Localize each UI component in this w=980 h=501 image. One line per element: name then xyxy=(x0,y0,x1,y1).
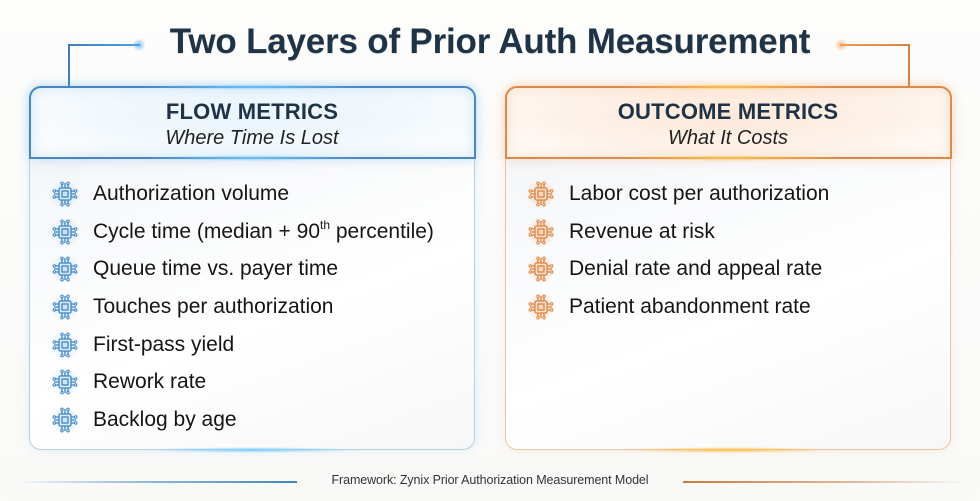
header-glow-bottom xyxy=(142,155,362,161)
chip-icon xyxy=(50,254,80,285)
metric-label-tail: percentile) xyxy=(330,219,434,243)
metric-label: Labor cost per authorization xyxy=(569,181,830,205)
flow-metrics-title: FLOW METRICS xyxy=(165,98,339,124)
metric-label: First-pass yield xyxy=(93,332,235,356)
chip-icon xyxy=(50,216,80,247)
chip-icon xyxy=(50,404,80,435)
list-item: Authorization volume xyxy=(50,175,434,213)
list-item: Backlog by age xyxy=(50,401,434,439)
connector-line-left-vertical xyxy=(68,44,70,87)
panel-glow-bottom xyxy=(618,447,838,453)
chip-icon xyxy=(526,216,556,247)
list-item: First-pass yield xyxy=(50,326,434,364)
page-title: Two Layers of Prior Auth Measurement xyxy=(169,22,811,61)
list-item: Rework rate xyxy=(50,363,434,401)
chip-icon xyxy=(50,178,80,209)
metric-label: Cycle time (median + 90th percentile) xyxy=(93,217,434,244)
connector-line-right xyxy=(834,39,910,51)
flow-metrics-header: FLOW METRICS Where Time Is Lost xyxy=(28,85,476,159)
footer-caption: Framework: Zynix Prior Authorization Mea… xyxy=(331,473,649,487)
list-item: Patient abandonment rate xyxy=(526,288,829,326)
list-item: Touches per authorization xyxy=(50,288,434,326)
outcome-metrics-header: OUTCOME METRICS What It Costs xyxy=(504,85,952,159)
footer: Framework: Zynix Prior Authorization Mea… xyxy=(0,470,980,490)
list-item: Denial rate and appeal rate xyxy=(526,250,829,288)
metric-label: Backlog by age xyxy=(93,407,237,431)
footer-line-right xyxy=(683,481,968,483)
outcome-metrics-subtitle: What It Costs xyxy=(667,126,789,149)
footer-line-left xyxy=(15,481,297,483)
metric-label: Denial rate and appeal rate xyxy=(569,257,823,281)
list-item: Queue time vs. payer time xyxy=(50,250,434,288)
outcome-metrics-title: OUTCOME METRICS xyxy=(617,98,839,124)
list-item: Revenue at risk xyxy=(526,213,829,251)
ordinal-suffix: th xyxy=(320,217,331,232)
outcome-metrics-panel: OUTCOME METRICS What It Costs Labor cost… xyxy=(504,84,952,453)
chip-icon xyxy=(50,329,80,360)
chip-icon xyxy=(50,291,80,322)
list-item: Labor cost per authorization xyxy=(526,175,829,213)
header-glow-top xyxy=(618,84,838,90)
metric-label: Rework rate xyxy=(93,370,207,394)
header-glow-top xyxy=(142,84,362,90)
chip-icon xyxy=(526,254,556,285)
panel-glow-bottom xyxy=(142,447,362,453)
connector-line-right-vertical xyxy=(908,44,910,87)
list-item: Cycle time (median + 90th percentile) xyxy=(50,213,434,251)
outcome-metrics-list: Labor cost per authorization Revenue at … xyxy=(526,175,829,326)
panel-body-background xyxy=(506,159,950,449)
chip-icon xyxy=(526,291,556,322)
metric-label: Authorization volume xyxy=(93,181,290,205)
chip-icon xyxy=(50,367,80,398)
flow-metrics-subtitle: Where Time Is Lost xyxy=(165,126,339,149)
metric-label: Touches per authorization xyxy=(93,294,334,318)
chip-icon xyxy=(526,178,556,209)
flow-metrics-panel: FLOW METRICS Where Time Is Lost Authoriz… xyxy=(28,84,476,453)
panel-body-background xyxy=(30,159,474,449)
connector-line-left xyxy=(68,39,146,51)
header-glow-bottom xyxy=(618,155,838,161)
flow-metrics-list: Authorization volume Cycle time (median … xyxy=(50,175,434,439)
metric-label: Patient abandonment rate xyxy=(569,294,811,318)
metric-label: Queue time vs. payer time xyxy=(93,257,339,281)
metric-label: Revenue at risk xyxy=(569,219,715,243)
metric-label-main: Cycle time (median + 90 xyxy=(93,219,321,243)
